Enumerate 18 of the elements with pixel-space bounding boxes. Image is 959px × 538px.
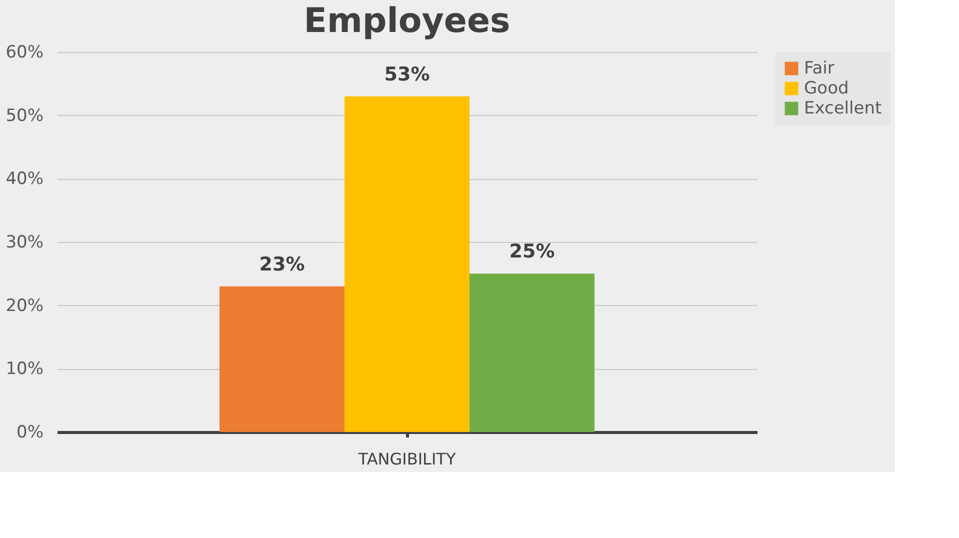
legend-label: Excellent [804, 98, 882, 118]
y-tick-label: 0% [16, 422, 44, 442]
y-tick-label: 40% [6, 169, 44, 190]
legend-label: Fair [804, 58, 834, 78]
legend-label: Good [804, 78, 849, 98]
y-tick-label: 50% [6, 106, 44, 126]
bar [220, 286, 344, 432]
y-tick-label: 10% [6, 359, 44, 380]
text: 23% [259, 253, 305, 276]
bar [344, 96, 470, 432]
chart-title: Employees [304, 1, 510, 41]
y-tick-label: 20% [6, 296, 44, 316]
bar [470, 274, 594, 432]
y-tick-label: 60% [6, 42, 44, 62]
text: 53% [384, 63, 430, 86]
x-tick-label: TANGIBILITY [357, 450, 456, 468]
text: 25% [509, 240, 555, 263]
y-tick-label: 30% [6, 232, 44, 252]
